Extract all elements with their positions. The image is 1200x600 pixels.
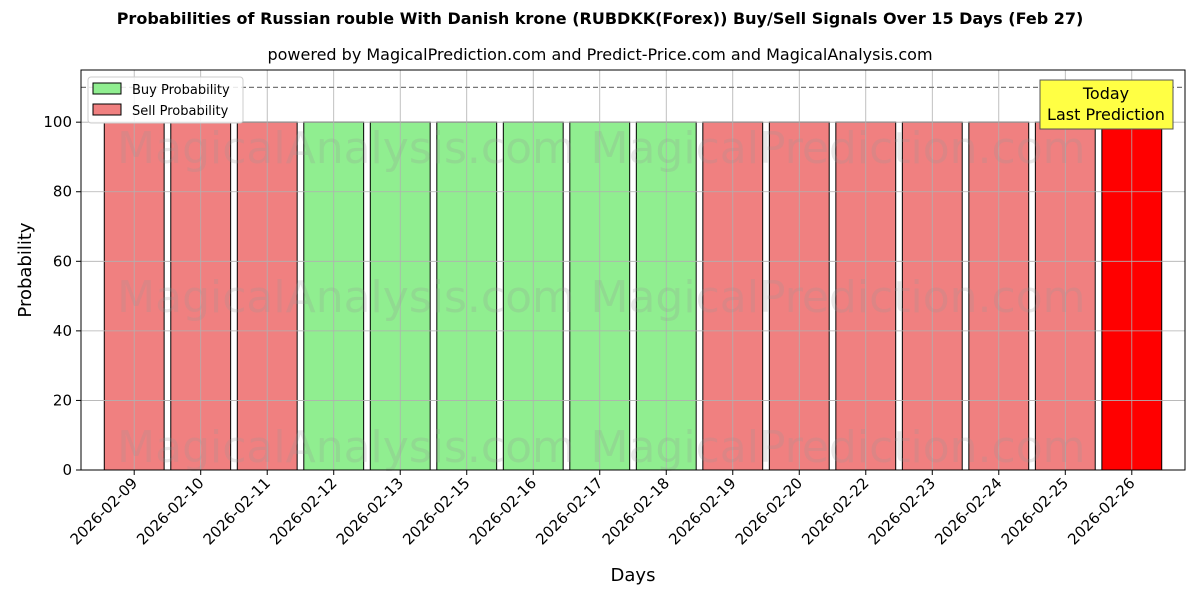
plot-frame: [80, 69, 1186, 471]
annotation-last-prediction: Last Prediction: [1047, 105, 1165, 124]
watermark-text: MagicalPrediction.com: [591, 422, 1086, 473]
chart-title: Probabilities of Russian rouble With Dan…: [116, 9, 1084, 28]
watermark-text: MagicalPrediction.com: [591, 123, 1086, 174]
x-tick-label: 2026-02-16: [466, 474, 540, 548]
annotation-box: [1039, 79, 1174, 130]
watermark-text: MagicalAnalysis.com: [117, 123, 575, 174]
annotation-today: Today: [1082, 84, 1129, 103]
legend-label-buy: Buy Probability: [132, 83, 230, 98]
y-tick-label: 80: [53, 183, 72, 201]
watermark-text: MagicalAnalysis.com: [117, 422, 575, 473]
x-tick-label: 2026-02-11: [200, 474, 274, 548]
x-tick-label: 2026-02-26: [1064, 474, 1138, 548]
x-tick-label: 2026-02-19: [665, 474, 739, 548]
y-tick-label: 100: [43, 113, 72, 131]
x-tick-label: 2026-02-23: [865, 474, 939, 548]
y-tick-label: 60: [53, 252, 72, 270]
x-tick-label: 2026-02-09: [67, 474, 141, 548]
x-tick-label: 2026-02-25: [998, 474, 1072, 548]
legend-swatch-buy: [92, 82, 122, 95]
legend-swatch-sell: [92, 103, 122, 116]
x-tick-label: 2026-02-24: [931, 474, 1005, 548]
x-tick-label: 2026-02-17: [532, 474, 606, 548]
y-tick-label: 40: [53, 322, 72, 340]
x-tick-label: 2026-02-13: [333, 474, 407, 548]
y-axis-label: Probability: [15, 222, 36, 317]
legend-box: [87, 76, 244, 124]
x-axis-label: Days: [611, 565, 656, 586]
watermark-text: MagicalAnalysis.com: [117, 272, 575, 323]
x-tick-label: 2026-02-15: [399, 474, 473, 548]
y-tick-label: 20: [53, 391, 72, 409]
y-tick-label: 0: [62, 461, 72, 479]
x-tick-label: 2026-02-22: [798, 474, 872, 548]
legend-label-sell: Sell Probability: [132, 104, 229, 119]
x-tick-label: 2026-02-10: [133, 474, 207, 548]
x-tick-label: 2026-02-18: [599, 474, 673, 548]
x-tick-label: 2026-02-12: [266, 474, 340, 548]
watermark-text: MagicalPrediction.com: [591, 272, 1086, 323]
x-tick-label: 2026-02-20: [732, 474, 806, 548]
chart-subtitle: powered by MagicalPrediction.com and Pre…: [267, 45, 933, 64]
